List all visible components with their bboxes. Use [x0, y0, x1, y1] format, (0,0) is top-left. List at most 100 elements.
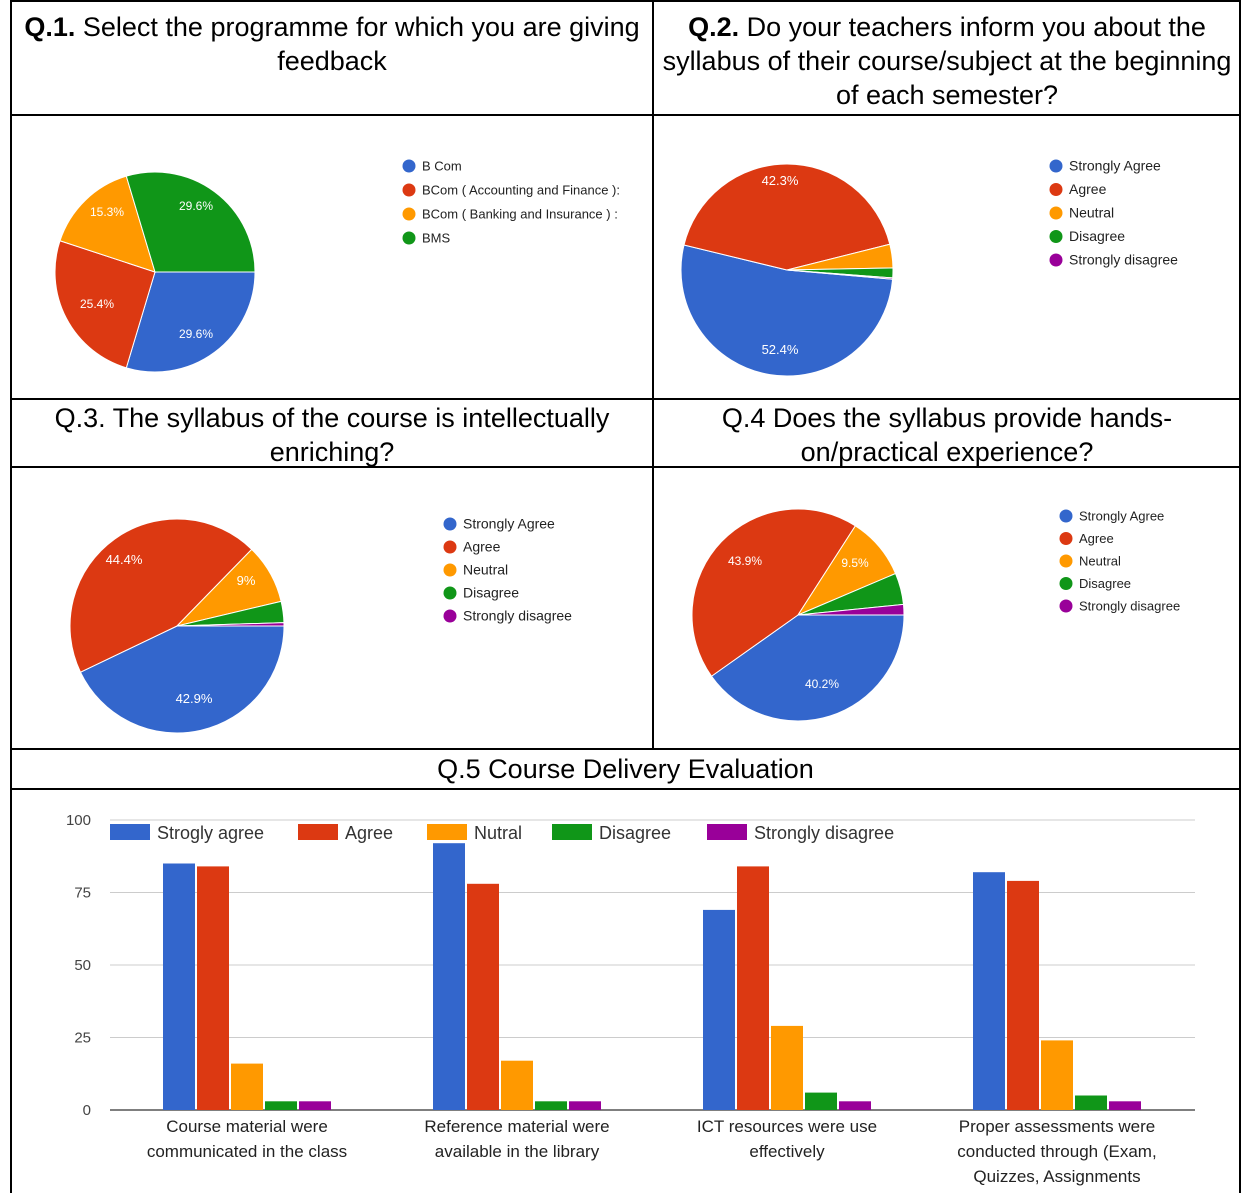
q4-slice-4	[797, 603, 905, 616]
q4-value-label-0: 40.2%	[805, 677, 839, 691]
q3-legend-marker-2	[443, 563, 457, 577]
q4-legend-marker-3	[1059, 577, 1073, 590]
q5-text: Q.5 Course Delivery Evaluation	[437, 754, 814, 784]
q5-bar-4-0	[299, 1101, 331, 1110]
q5-bar-4-2	[839, 1101, 871, 1110]
q5-legend-swatch-1	[298, 824, 338, 840]
q1-header: Q.1. Select the programme for which you …	[20, 10, 644, 78]
row1-bottom	[10, 114, 1241, 116]
q5-legend-swatch-2	[427, 824, 467, 840]
q2-legend-label-4: Strongly disagree	[1069, 252, 1178, 268]
q4-text: Q.4 Does the syllabus provide hands-on/p…	[721, 403, 1173, 467]
q5-category-label-3-0: Proper assessments were	[959, 1117, 1156, 1136]
q5-bar-3-2	[805, 1092, 837, 1110]
q4-legend-label-1: Agree	[1079, 531, 1114, 546]
q5-category-label-3-1: conducted through (Exam,	[957, 1142, 1156, 1161]
q5-category-label-0-0: Course material were	[166, 1117, 328, 1136]
q3-legend-marker-1	[443, 540, 457, 554]
q2-legend-label-1: Agree	[1069, 181, 1107, 197]
q3-legend-marker-4	[443, 609, 457, 623]
q5-legend-swatch-0	[110, 824, 150, 840]
q1-legend-marker-0	[402, 159, 416, 173]
q1-value-label-1: 25.4%	[80, 297, 114, 311]
q5-category-label-3-2: Quizzes, Assignments	[973, 1167, 1140, 1186]
q3-header: Q.3. The syllabus of the course is intel…	[20, 401, 644, 469]
q2-legend-marker-0	[1049, 159, 1063, 173]
q5-y-tick-label-3: 75	[74, 885, 91, 902]
q1-legend-label-1: BCom ( Accounting and Finance ):	[422, 183, 620, 198]
q5-bar-0-1	[433, 843, 465, 1110]
q2-legend-marker-3	[1049, 230, 1063, 243]
q5-legend-label-3: Disagree	[599, 823, 671, 843]
q4-header: Q.4 Does the syllabus provide hands-on/p…	[662, 401, 1232, 469]
q5-bar-1-2	[737, 866, 769, 1110]
q1-legend-marker-2	[402, 207, 416, 221]
q5-y-tick-label-1: 25	[74, 1030, 91, 1047]
q4-legend-marker-4	[1059, 599, 1073, 613]
q5-bar-0-0	[163, 863, 195, 1110]
q1-text: Select the programme for which you are g…	[75, 12, 640, 76]
q5-y-tick-label-4: 100	[66, 812, 91, 829]
q5-bar-0-2	[703, 909, 735, 1110]
q5-legend-swatch-4	[707, 824, 747, 840]
q1-legend-label-0: B Com	[422, 159, 462, 174]
q2-legend-label-0: Strongly Agree	[1069, 158, 1161, 174]
q5-legend-label-2: Nutral	[474, 823, 522, 843]
row5-bottom	[10, 788, 1241, 790]
q3-legend-label-1: Agree	[463, 539, 501, 555]
q5-legend-swatch-3	[552, 824, 592, 840]
q4-legend-label-4: Strongly disagree	[1079, 599, 1180, 614]
q2-legend-label-2: Neutral	[1069, 205, 1114, 221]
q5-bar-2-3	[1041, 1040, 1073, 1110]
q3-legend-marker-0	[443, 517, 457, 531]
q2-header: Q.2. Do your teachers inform you about t…	[662, 10, 1232, 112]
q1-legend-marker-1	[402, 183, 416, 197]
q5-y-tick-label-2: 50	[74, 957, 91, 974]
q5-header: Q.5 Course Delivery Evaluation	[12, 752, 1239, 786]
q1-value-label-2: 15.3%	[90, 205, 124, 219]
q2-text: Do your teachers inform you about the sy…	[662, 12, 1232, 110]
q3-slice-0	[79, 625, 285, 734]
q5-bar-2-0	[231, 1063, 263, 1110]
q5-bar-2-2	[771, 1025, 803, 1110]
q4-legend-marker-1	[1059, 532, 1073, 545]
frame-left	[10, 0, 12, 1193]
q3-slice-4	[176, 622, 285, 627]
q1-number: Q.1.	[24, 12, 76, 42]
q4-value-label-2: 9.5%	[841, 556, 869, 570]
q4-legend-marker-2	[1059, 554, 1073, 568]
q2-legend-marker-4	[1049, 253, 1063, 267]
frame-right	[1239, 0, 1241, 1193]
q3-text: Q.3. The syllabus of the course is intel…	[54, 403, 610, 467]
q3-legend-marker-3	[443, 586, 457, 600]
q5-bar-2-1	[501, 1060, 533, 1110]
q2-slice-0	[680, 244, 894, 377]
q3-legend-label-2: Neutral	[463, 562, 508, 578]
q5-legend-label-1: Agree	[345, 823, 393, 843]
q1-slice-0	[125, 271, 256, 373]
q4-legend-label-2: Neutral	[1079, 554, 1121, 569]
q5-category-label-2-1: effectively	[749, 1142, 825, 1161]
q1-slice-1	[54, 240, 156, 369]
q5-bar-3-1	[535, 1101, 567, 1110]
row2-bottom	[10, 398, 1241, 400]
q2-slice-4	[786, 269, 894, 280]
q4-legend-label-0: Strongly Agree	[1079, 509, 1164, 524]
q2-number: Q.2.	[688, 12, 740, 42]
q5-bar-4-3	[1109, 1101, 1141, 1110]
row4-bottom	[10, 748, 1241, 750]
q5-category-label-0-1: communicated in the class	[147, 1142, 347, 1161]
q3-value-label-1: 44.4%	[106, 552, 143, 567]
q5-legend-label-4: Strongly disagree	[754, 823, 894, 843]
q5-bar-1-1	[467, 883, 499, 1110]
q1-pie: 29.6% 25.4% 15.3% 29.6% B Com BCom ( Accounti…	[54, 159, 620, 373]
q5-category-label-1-1: available in the library	[435, 1142, 600, 1161]
q4-slice-0	[710, 614, 905, 722]
q1-legend-label-3: BMS	[422, 231, 451, 246]
q1-value-label-0: 29.6%	[179, 327, 213, 341]
q3-legend-label-4: Strongly disagree	[463, 608, 572, 624]
q3-legend-label-3: Disagree	[463, 585, 519, 601]
q1-legend-marker-3	[402, 231, 416, 245]
q2-legend-label-3: Disagree	[1069, 228, 1125, 244]
